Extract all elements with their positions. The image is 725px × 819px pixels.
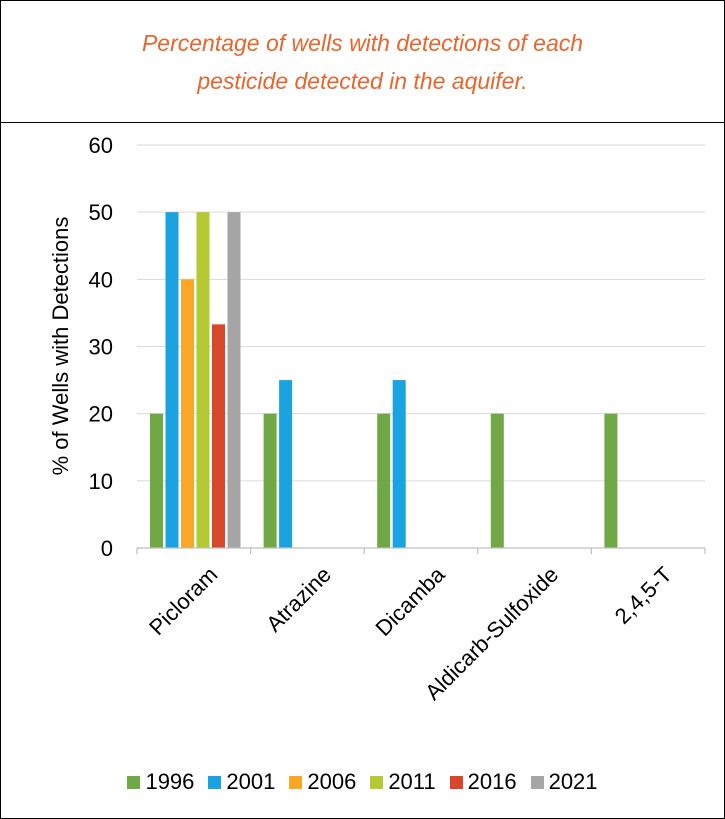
bar-2001-Picloram xyxy=(165,212,179,548)
legend-swatch xyxy=(289,775,303,789)
legend-item-2021: 2021 xyxy=(530,769,598,795)
y-axis-label: % of Wells with Detections xyxy=(48,217,73,476)
legend-item-1996: 1996 xyxy=(127,769,194,795)
bar-1996-Dicamba xyxy=(377,413,391,548)
bar-2011-Picloram xyxy=(196,212,210,548)
legend-label: 2021 xyxy=(548,769,598,794)
legend: 1996 2001 2006 2011 2016 2021 xyxy=(0,762,725,802)
legend-item-2016: 2016 xyxy=(449,769,517,795)
legend-item-2006: 2006 xyxy=(289,769,356,795)
bar-1996-2,4,5-T xyxy=(604,413,618,548)
legend-item-2001: 2001 xyxy=(208,769,275,795)
chart-title: Percentage of wells with detections of e… xyxy=(141,29,584,94)
y-tick-label: 10 xyxy=(89,469,113,494)
legend-swatch xyxy=(208,775,222,789)
legend-swatch xyxy=(530,775,544,789)
bar-1996-Aldicarb-Sulfoxide xyxy=(490,413,504,548)
bar-2001-Atrazine xyxy=(279,380,293,548)
legend-label: 2011 xyxy=(388,769,436,794)
y-tick-label: 60 xyxy=(89,133,113,158)
y-tick-label: 50 xyxy=(89,200,113,225)
legend-swatch xyxy=(449,775,463,789)
bar-2001-Dicamba xyxy=(392,380,406,548)
legend-swatch xyxy=(370,775,384,789)
x-category-label: Atrazine xyxy=(261,562,336,637)
legend-label: 2006 xyxy=(307,769,357,794)
title-box: Percentage of wells with detections of e… xyxy=(1,1,724,123)
bar-2016-Picloram xyxy=(212,324,225,548)
legend-item-2011: 2011 xyxy=(370,769,436,795)
bar-2006-Picloram xyxy=(181,279,194,548)
y-tick-label: 20 xyxy=(89,402,113,427)
bar-2021-Picloram xyxy=(227,212,241,548)
bar-1996-Picloram xyxy=(150,413,163,548)
x-category-label: 2,4,5-T xyxy=(610,562,677,629)
legend-swatch xyxy=(127,775,141,789)
y-tick-label: 40 xyxy=(89,267,113,292)
x-category-label: Dicamba xyxy=(370,561,450,641)
legend-label: 2001 xyxy=(226,769,276,794)
y-tick-label: 0 xyxy=(101,536,113,561)
y-tick-label: 30 xyxy=(89,335,113,360)
legend-label: 2016 xyxy=(467,769,517,794)
bar-1996-Atrazine xyxy=(263,413,277,548)
legend-label: 1996 xyxy=(145,769,195,794)
x-category-label: Picloram xyxy=(144,562,222,640)
